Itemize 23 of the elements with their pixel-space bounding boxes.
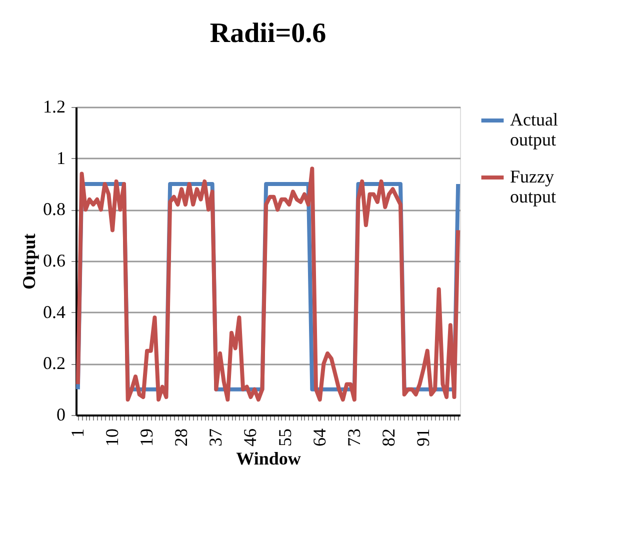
y-tick-label: 0.2: [43, 353, 66, 374]
x-tick-label: 73: [344, 428, 364, 446]
y-tick-label: 0.6: [43, 250, 66, 270]
x-tick-label: 82: [378, 428, 398, 446]
x-tick-label: 1: [67, 428, 88, 438]
legend-label: Fuzzy output: [510, 166, 556, 206]
x-tick-label: 37: [206, 428, 226, 446]
y-tick-label: 1.2: [43, 96, 66, 116]
chart-title: Radii=0.6: [210, 18, 326, 49]
x-axis-title: Window: [236, 448, 301, 468]
x-tick-label: 10: [102, 428, 122, 446]
x-tick-label: 64: [309, 428, 330, 446]
y-axis-title: Output: [19, 233, 39, 290]
legend-label: Actual output: [510, 110, 558, 150]
y-tick-label: 1: [56, 148, 66, 168]
y-tick-label: 0.8: [43, 199, 66, 220]
x-tick-label: 46: [240, 428, 260, 446]
y-tick-label: 0.4: [43, 302, 66, 322]
x-tick-label: 55: [274, 428, 295, 446]
x-tick-label: 28: [171, 428, 192, 446]
x-tick-label: 19: [136, 428, 157, 446]
y-tick-label: 0: [56, 404, 66, 424]
x-tick-label: 91: [413, 428, 434, 446]
